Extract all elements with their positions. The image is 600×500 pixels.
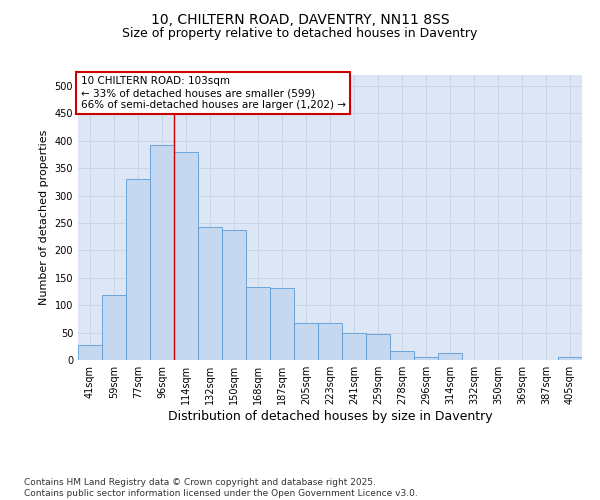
Bar: [150, 144, 174, 360]
Bar: [558, 358, 582, 360]
Bar: [222, 230, 246, 360]
Text: Contains HM Land Registry data © Crown copyright and database right 2025.
Contai: Contains HM Land Registry data © Crown c…: [24, 478, 418, 498]
Bar: [246, 287, 270, 360]
Bar: [342, 332, 366, 360]
Bar: [270, 288, 294, 360]
Bar: [198, 227, 222, 360]
X-axis label: Distribution of detached houses by size in Daventry: Distribution of detached houses by size …: [167, 410, 493, 423]
Text: 10 CHILTERN ROAD: 103sqm
← 33% of detached houses are smaller (599)
66% of semi-: 10 CHILTERN ROAD: 103sqm ← 33% of detach…: [80, 76, 346, 110]
Bar: [414, 356, 438, 360]
Bar: [438, 354, 462, 360]
Bar: [390, 351, 414, 360]
Y-axis label: Number of detached properties: Number of detached properties: [39, 130, 49, 305]
Bar: [318, 322, 342, 360]
Bar: [102, 296, 126, 360]
Text: Size of property relative to detached houses in Daventry: Size of property relative to detached ho…: [122, 28, 478, 40]
Bar: [294, 322, 318, 360]
Text: 10, CHILTERN ROAD, DAVENTRY, NN11 8SS: 10, CHILTERN ROAD, DAVENTRY, NN11 8SS: [151, 12, 449, 26]
Bar: [126, 179, 150, 360]
Bar: [366, 334, 390, 360]
Bar: [174, 152, 198, 360]
Bar: [78, 344, 102, 360]
